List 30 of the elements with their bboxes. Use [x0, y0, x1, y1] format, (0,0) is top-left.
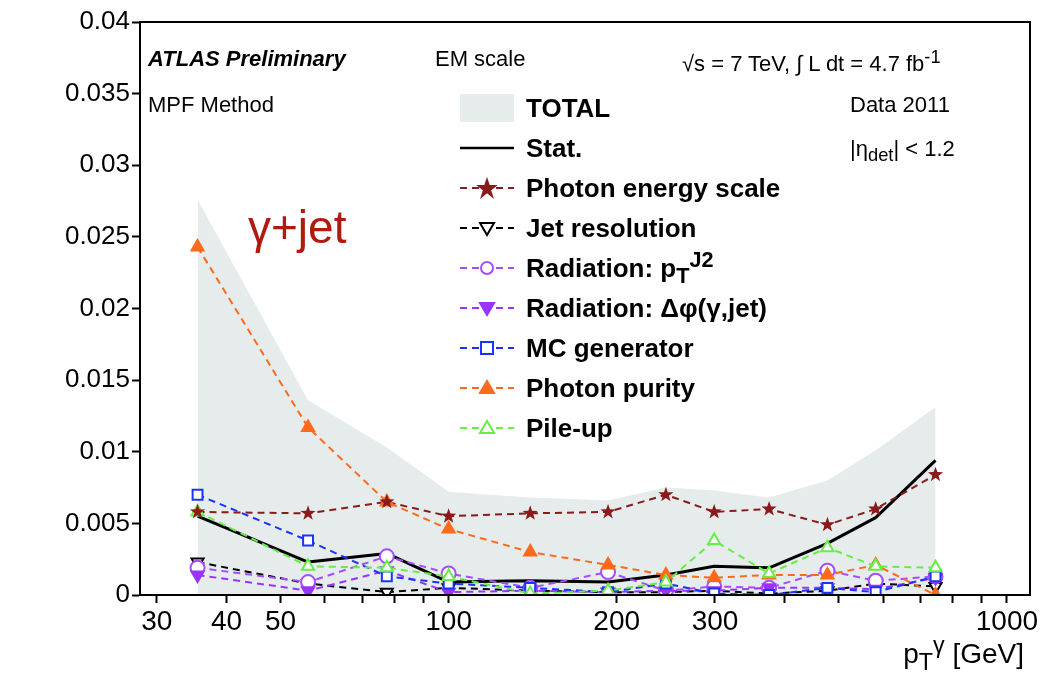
y-tick-label: 0.04 — [79, 5, 130, 36]
x-tick-label: 50 — [265, 604, 297, 636]
legend-label: Pile-up — [526, 412, 613, 444]
annotation: Data 2011 — [850, 92, 950, 118]
legend-label: MC generator — [526, 332, 694, 364]
x-tick-label: 40 — [210, 604, 243, 636]
x-tick-label: 30 — [141, 604, 173, 636]
x-tick-label: 300 — [691, 604, 739, 636]
legend-label: Radiation: Δφ(γ,jet) — [526, 292, 767, 324]
annotation: |η$_{det}$| < 1.2 — [850, 136, 955, 167]
legend-label: Stat. — [526, 132, 583, 164]
x-tick-label: 100 — [425, 604, 472, 636]
legend-label: TOTAL — [526, 92, 611, 124]
y-tick-label: 0.035 — [64, 76, 130, 107]
y-tick-label: 0.01 — [79, 434, 130, 465]
y-tick-label: 0.025 — [64, 220, 130, 251]
annotation: √s = 7 TeV, ∫ L dt = 4.7 fb$^{-1}$ — [682, 46, 941, 78]
y-tick-label: 0.02 — [79, 291, 130, 322]
legend-label: Jet resolution — [526, 212, 697, 244]
annotation: MPF Method — [148, 92, 274, 118]
y-tick-label: 0.015 — [64, 363, 130, 394]
legend-label: Photon energy scale — [526, 172, 781, 204]
y-tick-label: 0.005 — [64, 506, 130, 537]
annotation: ATLAS Preliminary — [148, 46, 346, 72]
y-tick-label: 0 — [115, 578, 130, 609]
x-tick-label: 200 — [593, 604, 641, 636]
annotation: EM scale — [435, 46, 526, 72]
y-tick-label: 0.03 — [79, 148, 130, 179]
annotation: γ+jet — [248, 200, 347, 254]
legend-label: Photon purity — [526, 372, 695, 404]
